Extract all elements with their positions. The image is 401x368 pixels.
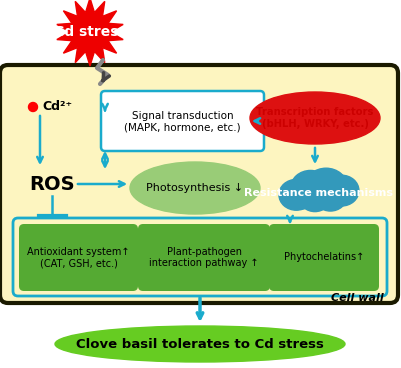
Text: Cd²⁺: Cd²⁺ <box>42 100 72 113</box>
Ellipse shape <box>314 183 346 211</box>
Text: Signal transduction
(MAPK, hormone, etc.): Signal transduction (MAPK, hormone, etc.… <box>124 111 241 133</box>
FancyBboxPatch shape <box>269 224 379 291</box>
FancyBboxPatch shape <box>101 91 264 151</box>
Text: Transcription factors
(bHLH, WRKY, etc.): Transcription factors (bHLH, WRKY, etc.) <box>256 107 374 129</box>
Text: ROS: ROS <box>29 174 75 194</box>
Text: Phytochelatins↑: Phytochelatins↑ <box>284 252 364 262</box>
FancyBboxPatch shape <box>19 224 138 291</box>
FancyBboxPatch shape <box>0 65 398 303</box>
Polygon shape <box>57 0 123 66</box>
Ellipse shape <box>250 92 380 144</box>
Ellipse shape <box>300 185 330 212</box>
Ellipse shape <box>284 178 352 209</box>
Ellipse shape <box>55 326 345 362</box>
Text: Cd stress: Cd stress <box>54 25 126 39</box>
Ellipse shape <box>305 168 347 205</box>
FancyBboxPatch shape <box>13 218 387 296</box>
Text: Antioxidant system↑
(CAT, GSH, etc.): Antioxidant system↑ (CAT, GSH, etc.) <box>27 247 130 268</box>
Text: Resistance mechanisms: Resistance mechanisms <box>243 188 393 198</box>
Text: Photosynthesis ↓: Photosynthesis ↓ <box>146 183 243 193</box>
Text: Cell wall: Cell wall <box>331 293 384 303</box>
Text: Plant-pathogen
interaction pathway ↑: Plant-pathogen interaction pathway ↑ <box>149 247 259 268</box>
Ellipse shape <box>286 183 316 209</box>
Circle shape <box>28 103 38 112</box>
FancyBboxPatch shape <box>138 224 270 291</box>
Text: Clove basil tolerates to Cd stress: Clove basil tolerates to Cd stress <box>76 337 324 350</box>
Ellipse shape <box>324 175 359 206</box>
Ellipse shape <box>279 179 314 210</box>
Ellipse shape <box>291 170 330 205</box>
Ellipse shape <box>130 162 260 214</box>
